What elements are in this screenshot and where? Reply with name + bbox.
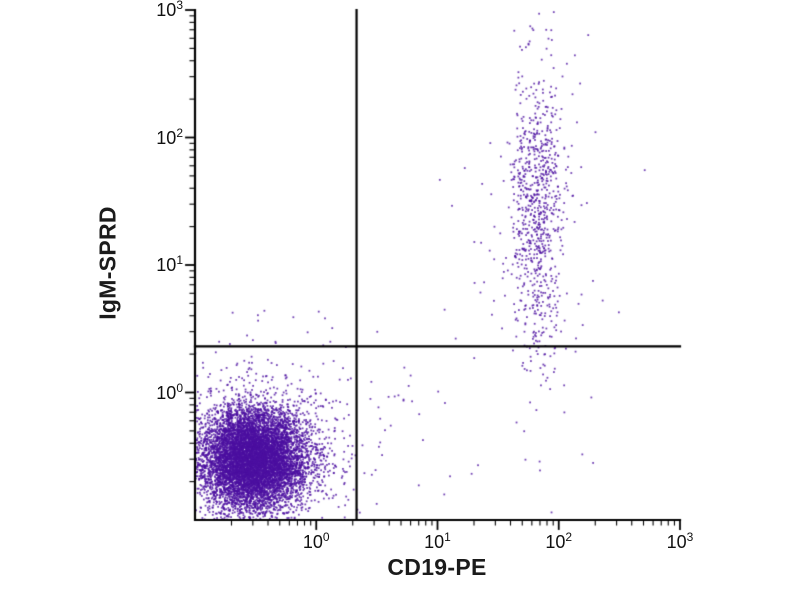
x-tick-label: 102 <box>545 530 573 552</box>
x-tick-label: 101 <box>424 530 451 552</box>
x-tick-label: 103 <box>666 530 694 552</box>
y-tick-label: 100 <box>156 380 183 403</box>
y-tick-label: 102 <box>156 125 183 148</box>
y-tick-label: 103 <box>156 0 183 20</box>
x-axis-title: CD19-PE <box>387 554 487 580</box>
y-tick-label: 101 <box>156 253 183 275</box>
x-tick-label: 100 <box>302 530 330 552</box>
y-axis-title: IgM-SPRD <box>94 206 121 320</box>
